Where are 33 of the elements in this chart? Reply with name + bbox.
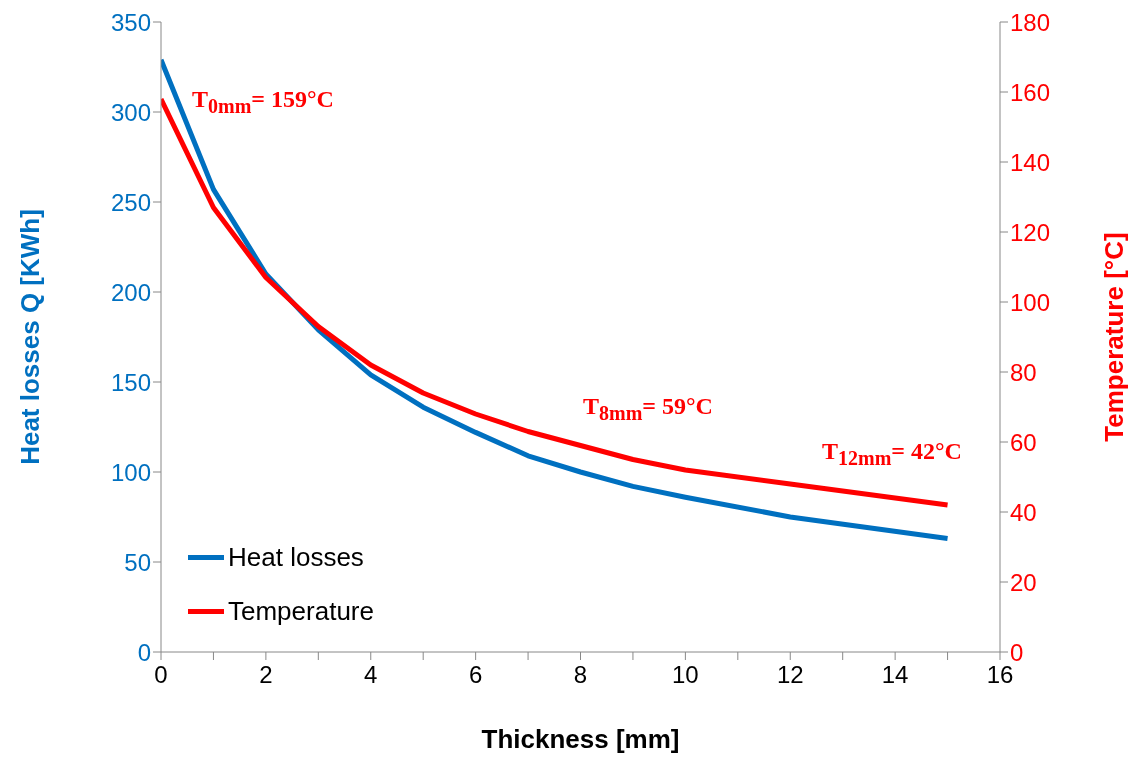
x-tick-label: 0 xyxy=(154,661,168,689)
y-tick-label: 150 xyxy=(110,368,151,396)
x-axis-title: Thickness [mm] xyxy=(481,724,680,754)
x-tick-label: 14 xyxy=(881,661,909,689)
annotation: T$_{12mm}$= 42°C xyxy=(822,438,962,470)
y-tick-label: 200 xyxy=(110,278,151,306)
x-tick-label: 4 xyxy=(364,661,378,689)
legend-label: Temperature xyxy=(228,595,374,627)
y-tick-label: 0 xyxy=(137,638,151,666)
y2-tick-label: 120 xyxy=(1010,218,1051,246)
y2-tick-label: 140 xyxy=(1010,148,1051,176)
y2-tick-label: 160 xyxy=(1010,78,1051,106)
y-axis-title: Heat losses Q [KWh] xyxy=(15,209,46,465)
y-tick-label: 250 xyxy=(110,188,151,216)
y-tick-label: 350 xyxy=(110,8,151,36)
y-tick-label: 50 xyxy=(124,548,151,576)
legend-label: Heat losses xyxy=(228,541,364,573)
annotation: T$_{8mm}$= 59°C xyxy=(583,393,713,425)
x-tick-label: 12 xyxy=(776,661,804,689)
y-tick-label: 300 xyxy=(110,98,151,126)
y2-tick-label: 40 xyxy=(1010,498,1037,526)
x-tick-label: 2 xyxy=(259,661,273,689)
y2-tick-label: 60 xyxy=(1010,428,1037,456)
x-tick-label: 10 xyxy=(672,661,699,689)
y2-axis-title: Temperature [°C] xyxy=(1099,232,1130,442)
y2-tick-label: 20 xyxy=(1010,568,1037,596)
x-tick-label: 8 xyxy=(573,661,588,689)
x-tick-label: 6 xyxy=(468,661,483,689)
y2-tick-label: 80 xyxy=(1010,358,1037,386)
y-tick-label: 100 xyxy=(110,458,151,486)
y2-tick-label: 100 xyxy=(1010,288,1051,316)
y2-tick-label: 180 xyxy=(1010,8,1051,36)
annotation: T$_{0mm}$= 159°C xyxy=(192,86,334,118)
